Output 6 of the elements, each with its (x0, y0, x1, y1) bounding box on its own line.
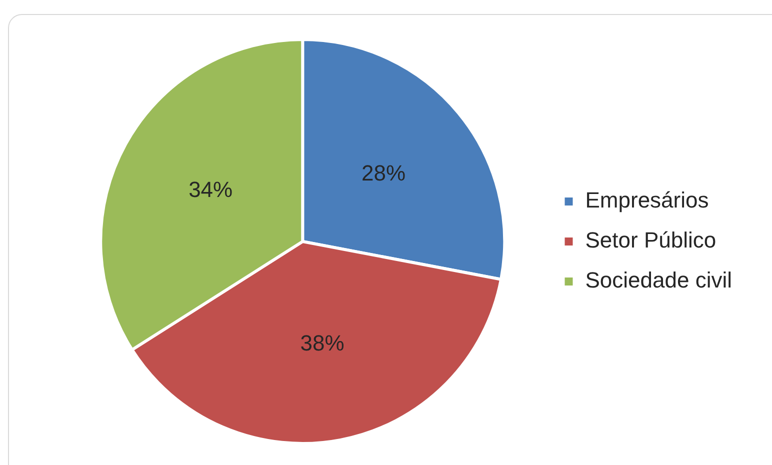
data-label: 38% (300, 330, 344, 356)
legend-label: Setor Público (585, 228, 716, 253)
legend-label: Empresários (585, 188, 709, 213)
data-label: 28% (362, 160, 406, 186)
data-label: 34% (188, 176, 233, 202)
legend-label: Sociedade civil (585, 268, 732, 293)
